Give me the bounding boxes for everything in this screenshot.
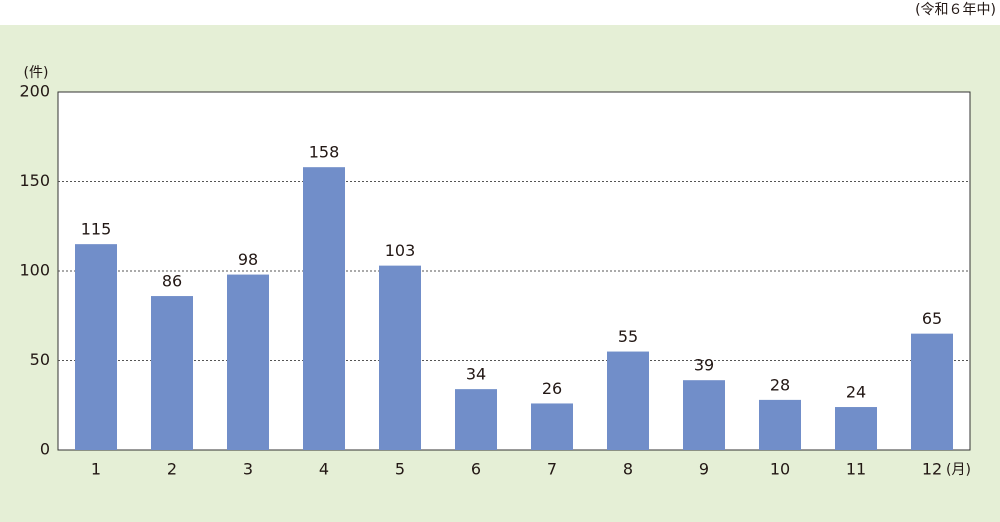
x-tick-label: 10 (770, 460, 790, 479)
x-tick-label: 12 (922, 460, 942, 479)
y-tick-label: 0 (40, 440, 50, 459)
bar (607, 351, 649, 450)
x-tick-label: 3 (243, 460, 253, 479)
data-label: 98 (238, 250, 258, 269)
y-unit: (件) (24, 65, 49, 81)
bar (911, 333, 953, 450)
x-tick-label: 4 (319, 460, 329, 479)
x-tick-label: 1 (91, 460, 101, 479)
x-tick-label: 6 (471, 460, 481, 479)
note: (令和６年中) (915, 2, 996, 18)
x-tick-label: 11 (846, 460, 866, 479)
x-tick-label: 5 (395, 460, 405, 479)
bar (759, 399, 801, 450)
data-label: 24 (846, 383, 866, 402)
data-label: 65 (922, 309, 942, 328)
bar (455, 389, 497, 450)
bar (303, 167, 345, 450)
data-label: 55 (618, 327, 638, 346)
bar (151, 296, 193, 450)
data-label: 39 (694, 356, 714, 375)
data-label: 86 (162, 272, 182, 291)
bar (227, 274, 269, 450)
data-label: 158 (309, 143, 340, 162)
x-unit: (月) (946, 462, 971, 478)
x-tick-label: 8 (623, 460, 633, 479)
bar (379, 265, 421, 450)
x-tick-label: 2 (167, 460, 177, 479)
y-tick-label: 150 (19, 171, 50, 190)
data-label: 34 (466, 365, 486, 384)
bar (531, 403, 573, 450)
bar (683, 380, 725, 450)
y-tick-label: 50 (30, 350, 50, 369)
data-label: 103 (385, 241, 416, 260)
y-tick-label: 100 (19, 261, 50, 280)
x-tick-label: 9 (699, 460, 709, 479)
bar (75, 244, 117, 450)
bar (835, 407, 877, 450)
data-label: 28 (770, 375, 790, 394)
y-tick-label: 200 (19, 82, 50, 101)
data-label: 115 (81, 220, 112, 239)
data-label: 26 (542, 379, 562, 398)
x-tick-label: 7 (547, 460, 557, 479)
